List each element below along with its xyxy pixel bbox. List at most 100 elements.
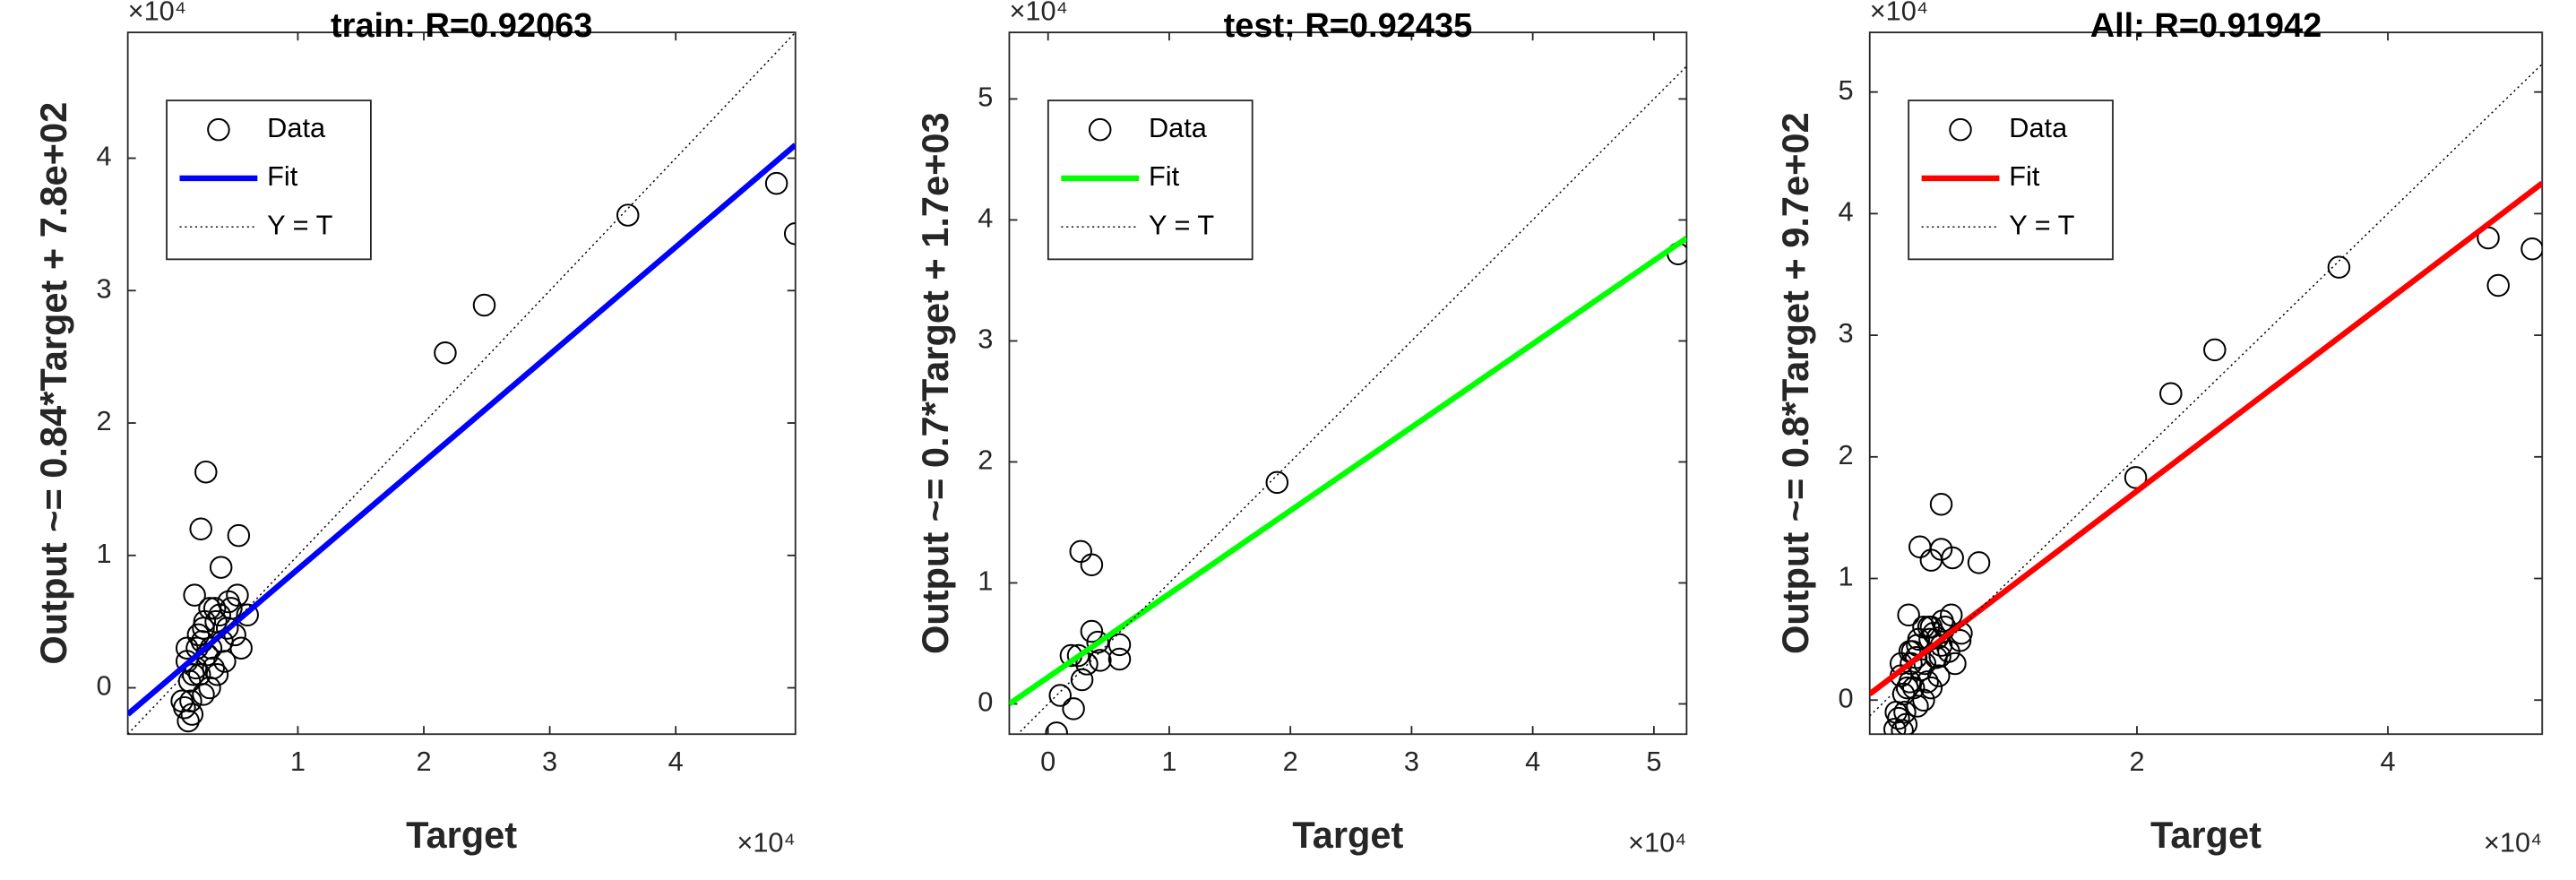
x-tick-label: 4 <box>2380 746 2395 777</box>
data-point <box>2520 237 2543 261</box>
data-point <box>2327 255 2351 279</box>
data-point <box>764 171 788 195</box>
legend-label: Y = T <box>267 209 332 240</box>
legend-label: Data <box>1149 112 1208 143</box>
y-tick-label: 5 <box>1839 74 1854 106</box>
data-point <box>1884 701 1908 724</box>
data-point <box>1107 633 1132 657</box>
legend: Data Fit Y = T <box>166 99 372 261</box>
plot-area <box>127 32 796 735</box>
data-point <box>1919 676 1943 700</box>
data-point <box>434 341 457 365</box>
data-point <box>170 689 194 713</box>
data-point <box>1893 701 1917 724</box>
fit-line <box>1869 180 2543 696</box>
fit-line <box>127 142 796 717</box>
data-point <box>1927 664 1951 687</box>
data-point <box>1080 619 1104 643</box>
data-point <box>1895 676 1919 700</box>
data-point <box>2159 382 2183 405</box>
data-point <box>236 603 259 627</box>
x-tick-label: 0 <box>1040 746 1055 777</box>
data-point <box>1929 492 1953 516</box>
x-tick-label: 1 <box>290 746 306 777</box>
data-point <box>616 203 640 227</box>
x-tick-label: 2 <box>1283 746 1298 777</box>
legend-label: Y = T <box>2009 209 2074 240</box>
y-tick-label: 2 <box>978 444 993 476</box>
identity-line <box>1869 63 2543 717</box>
data-point <box>1062 697 1085 720</box>
data-point <box>205 663 229 686</box>
data-point <box>199 636 223 660</box>
chart-title: train: R=0.92063 <box>331 7 592 45</box>
data-point <box>1912 688 1935 712</box>
data-point <box>1940 603 1963 626</box>
legend-label: Data <box>267 112 326 143</box>
legend-label: Fit <box>267 160 298 192</box>
y-tick-label: 0 <box>96 670 111 702</box>
panel: 0 1 2 3 4 5 0 1 2 3 4 5 test: R=0.92435 Target ×10⁴ ×10… <box>914 0 1688 858</box>
data-point <box>2124 466 2148 489</box>
data-point <box>227 523 251 548</box>
data-point <box>1265 470 1289 495</box>
data-point <box>198 676 221 700</box>
x-axis-label: Target <box>406 814 517 856</box>
data-point <box>1045 721 1068 735</box>
legend-marker <box>1088 117 1112 142</box>
data-point <box>208 603 232 627</box>
legend-label: Data <box>2009 112 2068 143</box>
y-tick-label: 2 <box>96 405 111 436</box>
data-point <box>229 636 253 660</box>
legend-label: Fit <box>1149 160 1180 192</box>
legend: Data Fit Y = T <box>1908 99 2114 261</box>
data-point <box>1967 551 1991 574</box>
data-point <box>213 650 237 673</box>
data-point <box>215 617 239 640</box>
x-tick-label: 3 <box>542 746 557 777</box>
data-point <box>1089 649 1112 672</box>
legend-marker <box>1949 117 1972 142</box>
x-multiplier: ×10⁴ <box>737 826 795 858</box>
data-point <box>1897 603 1920 626</box>
fit-line <box>1009 236 1687 707</box>
data-point <box>1948 628 1972 652</box>
data-point <box>1080 553 1104 576</box>
x-multiplier: ×10⁴ <box>1628 826 1686 858</box>
legend: Data Fit Y = T <box>1047 99 1254 261</box>
y-tick-label: 0 <box>978 686 993 718</box>
identity-line <box>127 32 796 735</box>
y-tick-label: 4 <box>978 203 993 234</box>
data-point <box>1943 651 1967 676</box>
data-point <box>1906 695 1929 718</box>
y-multiplier: ×10⁴ <box>1009 0 1067 27</box>
data-point <box>1928 644 1951 669</box>
x-axis-label: Target <box>2150 814 2262 856</box>
y-tick-label: 2 <box>1839 439 1854 470</box>
data-point <box>183 583 206 607</box>
y-tick-label: 4 <box>96 141 111 172</box>
panel: 1 2 3 4 0 1 2 3 4 train: R=0.92063 Target ×10⁴ ×10⁴ O… <box>32 0 797 858</box>
data-point <box>1086 630 1109 654</box>
legend-label: Fit <box>2009 160 2040 192</box>
x-tick-label: 3 <box>1404 746 1419 777</box>
data-point <box>1919 616 1943 639</box>
y-multiplier: ×10⁴ <box>128 0 186 27</box>
x-tick-label: 4 <box>668 746 684 777</box>
data-point <box>783 222 796 246</box>
legend-marker <box>207 117 230 142</box>
y-axis-label: Output ~= 0.7*Target + 1.7e+03 <box>914 112 956 654</box>
chart-title: All: R=0.91942 <box>2090 7 2322 45</box>
plot-area <box>1009 65 1687 735</box>
x-axis-label: Target <box>1292 814 1403 856</box>
data-point <box>472 293 496 317</box>
data-point <box>179 689 202 713</box>
x-tick-label: 4 <box>1525 746 1540 777</box>
data-point <box>1107 647 1132 671</box>
identity-line <box>1016 65 1687 735</box>
data-point <box>209 556 233 579</box>
data-point <box>1066 643 1090 668</box>
x-multiplier: ×10⁴ <box>2484 826 2542 858</box>
